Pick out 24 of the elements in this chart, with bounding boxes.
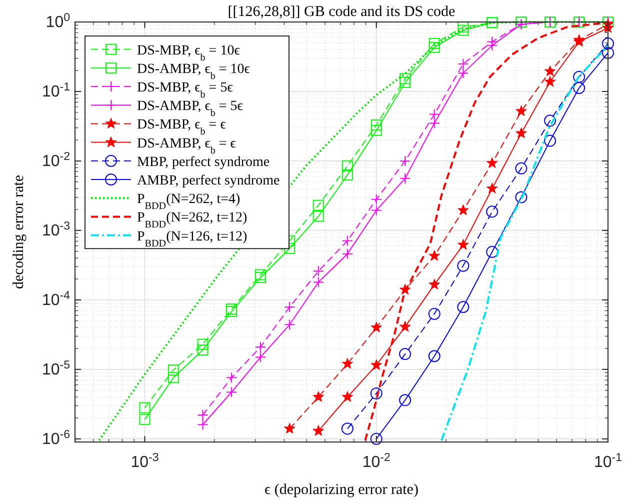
x-axis-title: ϵ (depolarizing error rate) (264, 482, 418, 498)
y-tick-label: 10$^{-1}$ (42, 81, 70, 100)
chart-title: [[126,28,8]] GB code and its DS code (228, 4, 456, 20)
y-tick-label: 10$^{-2}$ (42, 150, 70, 170)
y-tick-label: 10$^{-5}$ (42, 359, 70, 378)
y-axis-title: decoding error rate (11, 174, 27, 290)
legend-label: P$_{BDD}$(N=262, t=12) (137, 210, 248, 230)
legend-label: DS-MBP, ϵ$_{b}$ = 10ϵ (137, 43, 240, 63)
x-tick-label: 10$^{-3}$ (130, 452, 159, 471)
y-tick-label: 10$^{0}$ (46, 12, 70, 31)
y-tick-label: 10$^{-6}$ (42, 428, 70, 448)
legend-label: MBP, perfect syndrome (137, 154, 270, 170)
legend-label: DS-AMBP, ϵ$_{b}$ = 5ϵ (137, 99, 244, 119)
legend-label: AMBP, perfect syndrome (137, 174, 280, 188)
y-tick-label: 10$^{-4}$ (42, 290, 71, 309)
legend-label: P$_{BDD}$(N=262, t=4) (137, 192, 241, 212)
legend-label: DS-MBP, ϵ$_{b}$ = ϵ (137, 118, 226, 138)
x-tick-label: 10$^{-1}$ (594, 452, 622, 471)
y-tick-label: 10$^{-3}$ (42, 220, 70, 240)
legend-label: DS-AMBP, ϵ$_{b}$ = 10ϵ (137, 62, 250, 82)
x-tick-label: 10$^{-2}$ (362, 452, 390, 471)
legend-label: DS-AMBP, ϵ$_{b}$ = ϵ (137, 136, 236, 156)
legend-label: P$_{BDD}$(N=126, t=12) (137, 229, 248, 249)
legend-label: DS-MBP, ϵ$_{b}$ = 5ϵ (137, 80, 234, 100)
